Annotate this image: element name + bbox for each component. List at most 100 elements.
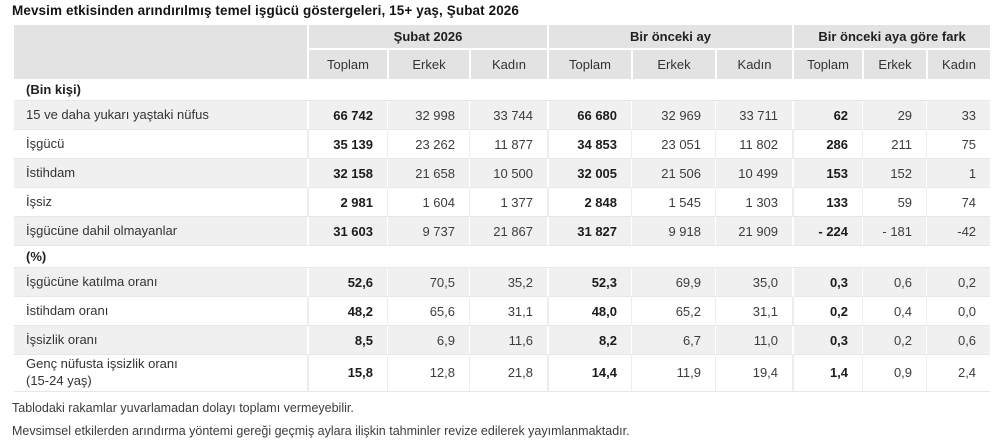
table-row: İşsiz 2 981 1 604 1 377 2 848 1 545 1 303 133 59… [14, 188, 991, 217]
cell-value: 0,4 [862, 297, 927, 326]
footnote-revision: Mevsimsel etkilerden arındırma yöntemi g… [12, 423, 630, 438]
cell-value: 32 158 [307, 159, 387, 188]
table-row: 15 ve daha yukarı yaştaki nüfus 66 742 32 … [14, 101, 991, 130]
cell-value: 32 998 [387, 101, 469, 130]
cell-value: 75 [926, 130, 991, 159]
cell-value: 32 005 [547, 159, 632, 188]
table-row: İstihdam 32 158 21 658 10 500 32 005 21 506 10… [14, 159, 991, 188]
cell-value: -42 [926, 217, 991, 246]
row-label: İşgücü [14, 130, 307, 159]
row-label: 15 ve daha yukarı yaştaki nüfus [14, 101, 307, 130]
cell-value: 35,2 [469, 268, 548, 297]
footnote-rounding: Tablodaki rakamlar yuvarlamadan dolayı t… [12, 401, 354, 415]
cell-value: 12,8 [387, 355, 469, 392]
cell-value: 11,6 [469, 326, 548, 355]
cell-value: 2,4 [926, 355, 991, 392]
cell-value: 153 [792, 159, 863, 188]
cell-value: 0,2 [862, 326, 927, 355]
cell-value: 9 918 [631, 217, 716, 246]
section-header: (%) [14, 246, 991, 268]
cell-value: 1 303 [715, 188, 793, 217]
cell-value: 31 827 [547, 217, 632, 246]
row-label: İstihdam [14, 159, 307, 188]
section-header-row: (%) [14, 246, 991, 268]
cell-value: - 181 [862, 217, 927, 246]
cell-value: 48,0 [547, 297, 632, 326]
footnotes: Tablodaki rakamlar yuvarlamadan dolayı t… [12, 402, 988, 447]
cell-value: - 224 [792, 217, 863, 246]
cell-value: 0,3 [792, 326, 863, 355]
page-title: Mevsim etkisinden arındırılmış temel işg… [12, 3, 520, 18]
cell-value: 1 604 [387, 188, 469, 217]
cell-value: 211 [862, 130, 927, 159]
cell-value: 52,6 [307, 268, 387, 297]
table-row: İşgücüne katılma oranı 52,6 70,5 35,2 52,3 69… [14, 268, 991, 297]
table-body: (Bin kişi) 15 ve daha yukarı yaştaki nüfu… [14, 79, 991, 392]
cell-value: 10 499 [715, 159, 793, 188]
cell-value: 48,2 [307, 297, 387, 326]
cell-value: 74 [926, 188, 991, 217]
cell-value: 11 802 [715, 130, 793, 159]
table-row: İşgücü 35 139 23 262 11 877 34 853 23 051 11 8… [14, 130, 991, 159]
cell-value: 10 500 [469, 159, 548, 188]
cell-value: 33 [926, 101, 991, 130]
cell-value: 1 377 [469, 188, 548, 217]
cell-value: 8,2 [547, 326, 632, 355]
cell-value: 2 848 [547, 188, 632, 217]
cell-value: 21 658 [387, 159, 469, 188]
cell-value: 11,9 [631, 355, 716, 392]
cell-value: 35,0 [715, 268, 793, 297]
cell-value: 14,4 [547, 355, 632, 392]
cell-value: 286 [792, 130, 863, 159]
cell-value: 1 [926, 159, 991, 188]
cell-value: 32 969 [631, 101, 716, 130]
row-label: İşsiz [14, 188, 307, 217]
column-header: Toplam [547, 48, 632, 79]
indicators-table: Şubat 2026 Bir önceki ay Bir önceki aya gö… [14, 25, 991, 392]
row-label: Genç nüfusta işsizlik oranı (15-24 yaş) [14, 355, 307, 392]
cell-value: 6,7 [631, 326, 716, 355]
cell-value: 62 [792, 101, 863, 130]
column-header: Kadın [469, 48, 548, 79]
column-group-header: Şubat 2026 [307, 25, 548, 48]
row-label: İstihdam oranı [14, 297, 307, 326]
cell-value: 29 [862, 101, 927, 130]
table-row: İşsizlik oranı 8,5 6,9 11,6 8,2 6,7 11,0 0,3 0,2… [14, 326, 991, 355]
table-row: Genç nüfusta işsizlik oranı (15-24 yaş) 1… [14, 355, 991, 392]
cell-value: 65,2 [631, 297, 716, 326]
column-header: Toplam [792, 48, 863, 79]
column-header: Kadın [926, 48, 991, 79]
cell-value: 31,1 [469, 297, 548, 326]
cell-value: 21 909 [715, 217, 793, 246]
column-header: Erkek [862, 48, 927, 79]
cell-value: 21 506 [631, 159, 716, 188]
cell-value: 0,6 [862, 268, 927, 297]
column-header: Toplam [307, 48, 387, 79]
cell-value: 23 051 [631, 130, 716, 159]
row-label: İşsizlik oranı [14, 326, 307, 355]
cell-value: 35 139 [307, 130, 387, 159]
cell-value: 133 [792, 188, 863, 217]
cell-value: 0,3 [792, 268, 863, 297]
cell-value: 59 [862, 188, 927, 217]
cell-value: 33 711 [715, 101, 793, 130]
table-row: İşgücüne dahil olmayanlar 31 603 9 737 21 8… [14, 217, 991, 246]
cell-value: 65,6 [387, 297, 469, 326]
cell-value: 69,9 [631, 268, 716, 297]
cell-value: 31 603 [307, 217, 387, 246]
cell-value: 52,3 [547, 268, 632, 297]
cell-value: 19,4 [715, 355, 793, 392]
cell-value: 21,8 [469, 355, 548, 392]
table-corner-cell [14, 25, 307, 79]
section-header: (Bin kişi) [14, 79, 991, 101]
cell-value: 66 680 [547, 101, 632, 130]
cell-value: 0,0 [926, 297, 991, 326]
column-header: Erkek [387, 48, 469, 79]
cell-value: 2 981 [307, 188, 387, 217]
cell-value: 70,5 [387, 268, 469, 297]
row-label: İşgücüne dahil olmayanlar [14, 217, 307, 246]
cell-value: 11 877 [469, 130, 548, 159]
table-header: Şubat 2026 Bir önceki ay Bir önceki aya gö… [14, 25, 991, 79]
cell-value: 34 853 [547, 130, 632, 159]
cell-value: 0,2 [926, 268, 991, 297]
